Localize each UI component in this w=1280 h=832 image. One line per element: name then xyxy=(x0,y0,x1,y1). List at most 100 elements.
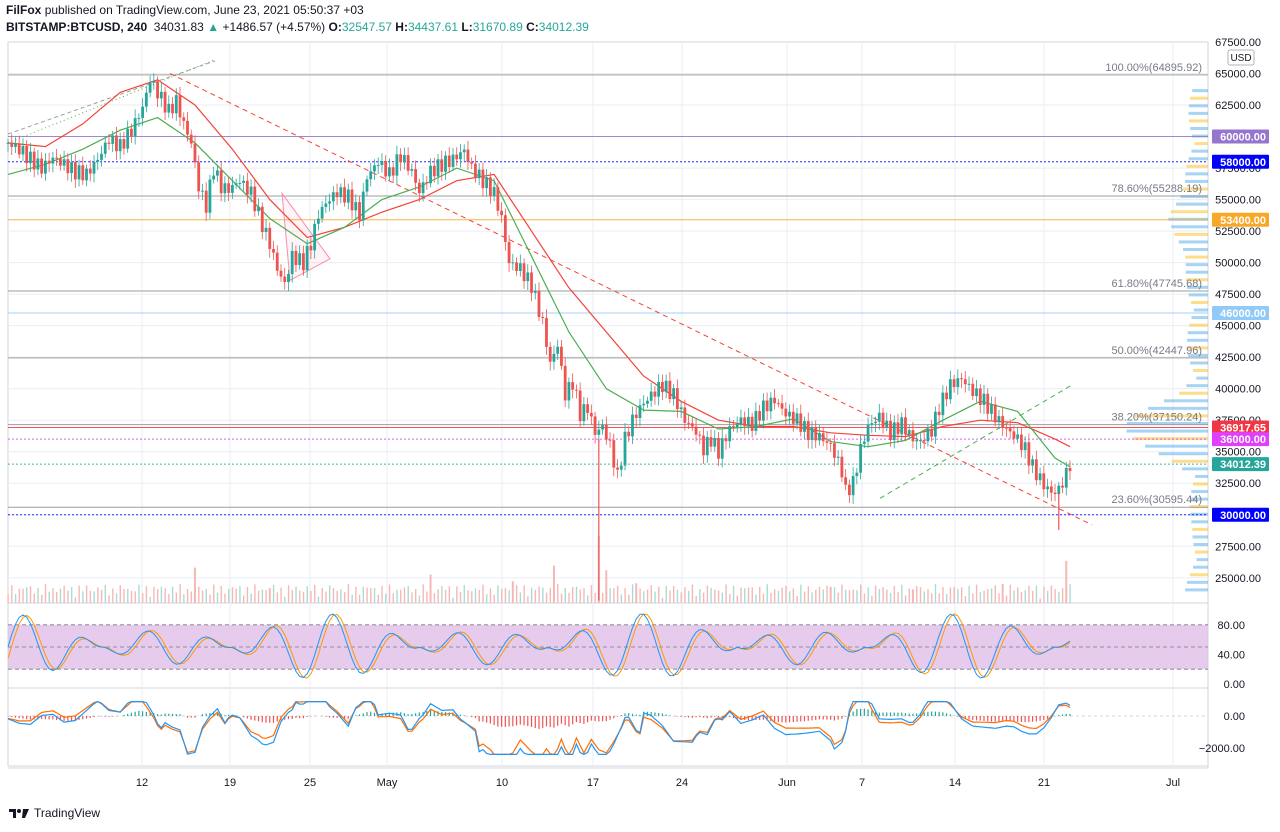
macd-histogram-bar xyxy=(901,712,903,716)
volume-bar xyxy=(119,584,121,603)
volume-bar xyxy=(631,584,634,603)
volume-bar xyxy=(242,595,245,603)
low-label: L: xyxy=(461,20,473,34)
candle-body xyxy=(735,424,739,428)
macd-histogram-bar xyxy=(687,716,690,718)
candle-body xyxy=(163,91,167,113)
price-badge-label: 46000.00 xyxy=(1220,308,1266,320)
candle-body xyxy=(631,414,634,437)
candle-body xyxy=(563,365,567,401)
volume-profile-bar xyxy=(1126,421,1208,425)
symbol-label[interactable]: BITSTAMP:BTCUSD, 240 xyxy=(6,20,148,34)
volume-bar xyxy=(856,590,858,603)
candle-body xyxy=(417,182,421,194)
volume-bar xyxy=(654,591,656,603)
volume-profile-bar xyxy=(1145,444,1208,448)
macd-histogram-bar xyxy=(785,716,787,723)
macd-histogram-bar xyxy=(990,716,993,722)
stoch-axis-tick: 0.00 xyxy=(1224,679,1245,691)
candle-body xyxy=(896,422,900,435)
volume-bar xyxy=(841,584,843,603)
volume-spike xyxy=(193,567,196,603)
volume-bar xyxy=(721,592,724,603)
volume-bar xyxy=(153,586,155,603)
volume-bar xyxy=(11,585,13,603)
macd-histogram-bar xyxy=(486,716,488,723)
volume-bar xyxy=(351,594,353,603)
macd-histogram-bar xyxy=(897,712,899,716)
volume-spike xyxy=(829,586,832,603)
candle-body xyxy=(515,262,518,272)
candle-body xyxy=(58,158,62,166)
candle-body xyxy=(728,426,732,442)
volume-bar xyxy=(426,591,428,603)
macd-histogram-bar xyxy=(792,716,794,723)
volume-profile-bar xyxy=(1189,573,1208,577)
macd-histogram-bar xyxy=(216,712,219,716)
candle-body xyxy=(522,263,526,282)
macd-histogram-bar xyxy=(93,716,95,718)
candle-body xyxy=(859,443,862,473)
macd-histogram-bar xyxy=(1009,716,1011,722)
volume-bar xyxy=(587,595,589,603)
macd-histogram-bar xyxy=(605,716,607,722)
candle-body xyxy=(769,397,773,412)
volume-bar xyxy=(254,584,256,603)
candle-body xyxy=(784,408,788,417)
candle-body xyxy=(840,456,844,478)
candle-body xyxy=(189,134,193,144)
volume-bar xyxy=(246,587,249,603)
macd-histogram-bar xyxy=(863,708,865,716)
candle-body xyxy=(459,152,462,160)
candle-body xyxy=(601,424,604,430)
candle-body xyxy=(597,429,601,435)
price-badge xyxy=(1212,129,1269,144)
macd-histogram-bar xyxy=(332,716,334,718)
trend-line-grey xyxy=(7,60,216,135)
volume-bar xyxy=(729,593,731,603)
macd-histogram-bar xyxy=(400,712,402,716)
footer-brand[interactable]: TradingView xyxy=(8,806,100,820)
volume-bar xyxy=(523,585,525,603)
volume-bar xyxy=(781,587,783,603)
candle-body xyxy=(137,117,141,119)
volume-bar xyxy=(175,592,178,603)
volume-profile-bar xyxy=(1196,558,1208,562)
volume-profile-bar xyxy=(1188,157,1208,161)
volume-bar xyxy=(788,591,791,603)
volume-profile-bar xyxy=(1192,482,1208,486)
macd-histogram-bar xyxy=(736,716,738,719)
volume-bar xyxy=(867,587,869,603)
volume-bar xyxy=(643,591,645,603)
volume-profile-bar xyxy=(1182,467,1208,471)
candle-body xyxy=(574,389,578,391)
macd-histogram-bar xyxy=(545,716,548,727)
volume-bar xyxy=(639,588,641,603)
macd-histogram-bar xyxy=(893,712,895,716)
volume-bar xyxy=(714,589,716,603)
macd-histogram-bar xyxy=(676,716,678,717)
macd-histogram-bar xyxy=(228,714,230,716)
macd-histogram-bar xyxy=(1017,716,1019,722)
volume-profile-bar xyxy=(1186,384,1208,388)
candle-body xyxy=(43,160,47,174)
candle-body xyxy=(541,316,545,318)
volume-profile-bar xyxy=(1185,172,1208,176)
volume-spike xyxy=(552,565,555,603)
volume-bar xyxy=(957,588,959,603)
macd-histogram-bar xyxy=(257,716,260,722)
volume-bar xyxy=(658,586,660,603)
volume-bar xyxy=(276,592,279,603)
macd-histogram-bar xyxy=(904,713,907,716)
author-name[interactable]: FilFox xyxy=(6,3,42,17)
candle-body xyxy=(81,165,85,181)
macd-histogram-bar xyxy=(302,716,305,719)
volume-bar xyxy=(7,594,9,603)
candle-body xyxy=(272,248,275,253)
volume-bar xyxy=(613,588,615,603)
chart-canvas[interactable]: 100.00%(64895.92) 78.60%(55288.19) 61.80%(… xyxy=(0,0,1280,800)
candle-body xyxy=(66,159,70,174)
up-arrow-icon: ▲ xyxy=(207,20,220,34)
macd-histogram-bar xyxy=(261,716,263,723)
